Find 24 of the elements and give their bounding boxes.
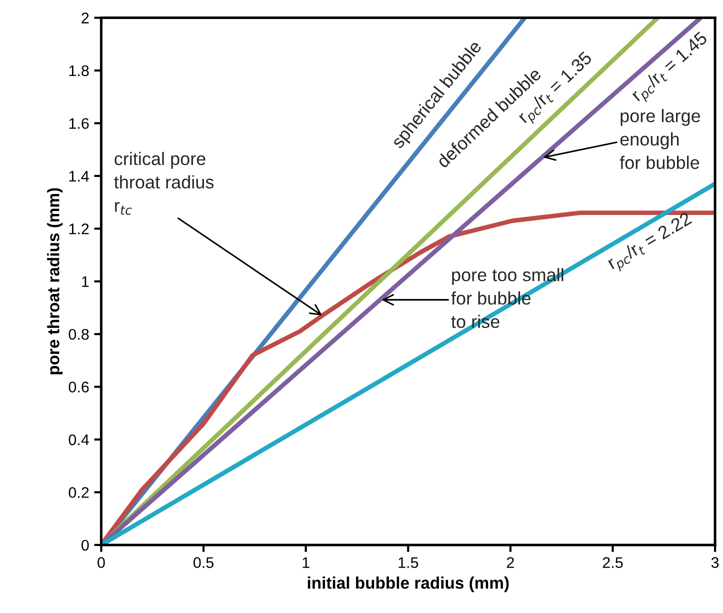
y-tick-label: 0.4 <box>68 434 89 446</box>
annotation: pore large enough for bubble <box>620 109 700 170</box>
x-tick-label: 1 <box>302 557 310 568</box>
x-tick-label: 0.5 <box>194 557 214 568</box>
y-tick-label: 0.8 <box>68 328 89 340</box>
y-tick-label: 0.2 <box>68 487 89 498</box>
x-axis-title: initial bubble radius (mm) <box>308 576 509 592</box>
y-tick-label: 1.4 <box>69 170 89 182</box>
y-tick-label: 0 <box>82 540 89 551</box>
x-tick-label: 2.5 <box>602 557 623 568</box>
y-tick-label: 1.6 <box>69 118 89 129</box>
x-tick-label: 0 <box>98 557 105 568</box>
text: r$_{pc}$/r$_{t}$ = 2.22 <box>606 211 695 274</box>
y-tick-label: 1.8 <box>69 65 89 76</box>
x-tick-label: 3 <box>711 557 719 568</box>
y-tick-label: 1.2 <box>69 224 89 234</box>
annotation: critical pore throat radius r$_{tc}$ <box>114 152 214 215</box>
text: r$_{pc}$/r$_{t}$ = 1.45 <box>630 30 712 106</box>
y-tick-label: 2 <box>82 12 89 24</box>
y-axis-title: pore throat radius (mm) <box>47 188 63 374</box>
x-tick-label: 2 <box>506 557 514 568</box>
y-tick-label: 1 <box>82 276 89 287</box>
x-tick-label: 1.5 <box>398 557 418 568</box>
y-tick-label: 0.6 <box>68 382 89 392</box>
